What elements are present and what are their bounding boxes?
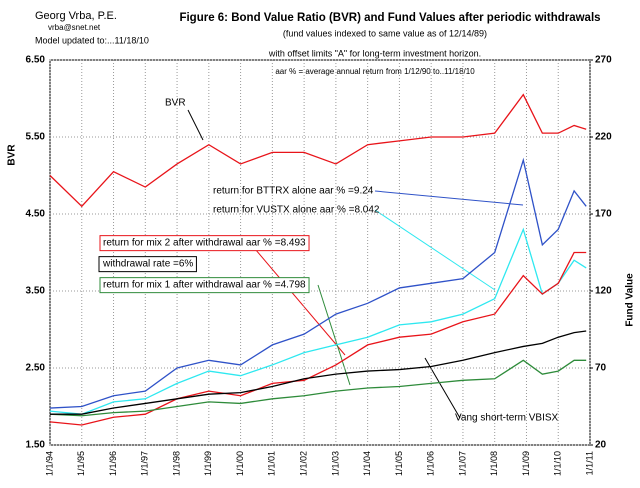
annotation-box xyxy=(99,277,310,294)
x-tick-label: 1/1/97 xyxy=(140,451,150,476)
note: with offset limits "A" for long-term inv… xyxy=(268,48,481,58)
x-tick-label: 1/1/06 xyxy=(426,451,436,476)
y-tick-label: 1.50 xyxy=(26,440,46,451)
arrows xyxy=(187,109,524,419)
x-tick-label: 1/1/00 xyxy=(235,451,245,476)
x-tick-label: 1/1/04 xyxy=(362,451,372,476)
arrow xyxy=(249,242,346,356)
x-tick-label: 1/1/02 xyxy=(298,451,308,476)
annotation: return for mix 1 after withdrawal aar % … xyxy=(103,280,306,291)
annotation: return for BTTRX alone aar % =9.24 xyxy=(213,186,374,197)
y2-tick-label: 20 xyxy=(595,440,607,451)
author-email: vrba@snet.net xyxy=(48,23,101,32)
x-tick-label: 1/1/09 xyxy=(521,451,531,476)
x-tick-label: 1/1/95 xyxy=(76,451,86,476)
annotation: return for mix 2 after withdrawal aar % … xyxy=(103,238,306,249)
x-tick-label: 1/1/98 xyxy=(171,451,181,476)
series-line xyxy=(49,93,587,208)
x-tick-label: 1/1/99 xyxy=(203,451,213,476)
note: aar % = average annual return from 1/12/… xyxy=(275,67,475,76)
series-line xyxy=(49,157,587,409)
series-line xyxy=(50,330,587,415)
x-tick-label: 1/1/96 xyxy=(108,451,118,476)
x-tick-label: 1/1/08 xyxy=(489,451,499,476)
series-line xyxy=(49,227,587,415)
y-tick-label: 5.50 xyxy=(26,132,46,143)
x-tick-label: 1/1/01 xyxy=(267,451,277,476)
arrow xyxy=(424,357,461,419)
chart-title: Figure 6: Bond Value Ratio (BVR) and Fun… xyxy=(179,12,600,24)
author-name: Georg Vrba, P.E. xyxy=(35,10,117,22)
chart-subtitle: (fund values indexed to same value as of… xyxy=(283,28,487,38)
annotation: Vang short-term VBISX xyxy=(455,413,559,424)
y-axis-label: BVR xyxy=(7,144,18,166)
y2-tick-label: 270 xyxy=(595,55,612,66)
x-tick-label: 1/1/94 xyxy=(44,451,54,476)
x-tick-label: 1/1/10 xyxy=(553,451,563,476)
annotation-box xyxy=(99,235,310,252)
y2-tick-label: 120 xyxy=(595,286,612,297)
annotation: withdrawal rate =6% xyxy=(102,259,193,270)
arrow xyxy=(374,209,496,291)
y2-tick-label: 170 xyxy=(595,209,612,220)
y2-axis-label: Fund Value xyxy=(625,273,636,327)
y-tick-label: 6.50 xyxy=(26,55,46,66)
y2-tick-label: 220 xyxy=(595,132,612,143)
x-tick-label: 1/1/11 xyxy=(584,451,594,475)
arrow xyxy=(374,190,524,206)
x-tick-label: 1/1/07 xyxy=(457,451,467,476)
series-line xyxy=(49,251,587,426)
series-line xyxy=(49,359,587,417)
arrow xyxy=(187,109,204,141)
x-tick-label: 1/1/03 xyxy=(330,451,340,476)
annotation-box xyxy=(98,256,197,273)
y-tick-label: 4.50 xyxy=(26,209,46,220)
annotation: BVR xyxy=(165,98,186,109)
x-tick-label: 1/1/05 xyxy=(394,451,404,476)
y2-tick-label: 70 xyxy=(595,363,607,374)
y-tick-label: 2.50 xyxy=(26,363,46,374)
update-note: Model updated to:...11/18/10 xyxy=(35,35,149,45)
y-tick-label: 3.50 xyxy=(26,286,46,297)
annotation: return for VUSTX alone aar % =8.042 xyxy=(213,205,380,216)
